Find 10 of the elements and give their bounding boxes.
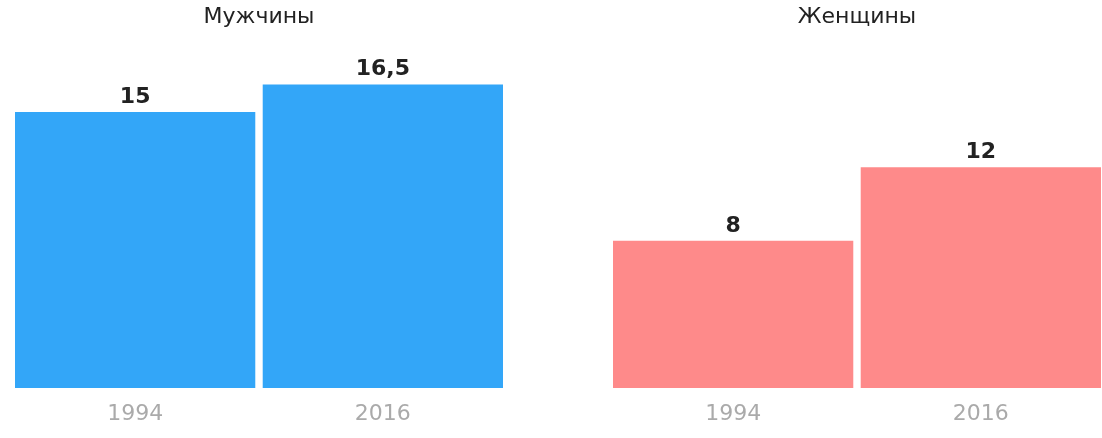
- chart-title: Мужчины: [203, 3, 315, 28]
- x-tick-label: 2016: [952, 399, 1009, 425]
- x-tick-label: 1994: [107, 399, 164, 425]
- data-label: 15: [119, 83, 151, 109]
- x-tick-label: 2016: [354, 399, 411, 425]
- data-label: 16,5: [355, 55, 410, 81]
- data-label: 12: [965, 138, 997, 164]
- chart-title: Женщины: [797, 3, 917, 28]
- data-label: 8: [725, 211, 741, 237]
- x-tick-label: 1994: [705, 399, 762, 425]
